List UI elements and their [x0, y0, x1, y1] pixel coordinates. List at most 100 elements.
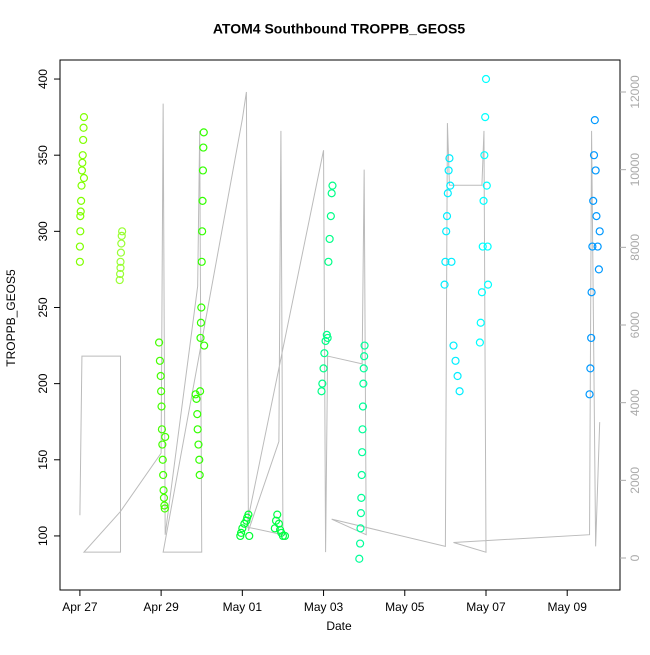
point	[273, 510, 282, 519]
y2-tick-label: 4000	[628, 389, 642, 416]
point	[195, 455, 204, 464]
point	[117, 231, 126, 241]
point	[592, 212, 601, 221]
y-tick-label: 400	[36, 69, 50, 89]
point	[356, 508, 366, 518]
point	[76, 227, 85, 236]
point	[193, 409, 202, 419]
x-tick-label: May 05	[385, 600, 425, 614]
point	[357, 470, 366, 480]
point	[197, 257, 206, 266]
point	[589, 196, 598, 205]
y-tick-label: 300	[36, 221, 50, 241]
point	[323, 333, 332, 343]
x-tick-label: Apr 29	[143, 600, 179, 614]
point	[198, 227, 207, 236]
point	[359, 379, 368, 388]
point	[317, 387, 326, 396]
point	[115, 275, 124, 285]
point	[446, 181, 455, 190]
point	[116, 263, 125, 272]
point	[481, 74, 491, 84]
point	[453, 371, 462, 381]
point	[160, 504, 169, 513]
x-tick-label: Apr 27	[62, 600, 98, 614]
point	[589, 151, 599, 160]
point	[194, 440, 203, 449]
point	[79, 173, 89, 183]
point	[157, 402, 166, 411]
point	[455, 387, 464, 396]
point	[327, 189, 336, 198]
point	[79, 135, 88, 145]
x-tick-label: May 07	[466, 600, 506, 614]
point	[155, 356, 164, 365]
point	[196, 318, 206, 327]
point	[76, 212, 85, 221]
point	[158, 455, 167, 464]
point	[245, 531, 254, 541]
point	[78, 158, 87, 167]
point	[156, 371, 165, 381]
point	[358, 448, 367, 457]
point	[595, 227, 604, 236]
point	[193, 425, 202, 434]
point	[238, 524, 247, 533]
plot-frame	[59, 59, 621, 591]
point	[195, 470, 204, 480]
point	[355, 554, 364, 563]
point	[244, 510, 253, 519]
point	[196, 333, 205, 343]
point	[585, 390, 594, 399]
point	[360, 352, 369, 361]
point	[590, 116, 599, 125]
y-tick-label: 200	[36, 373, 50, 393]
point	[196, 387, 205, 396]
point	[358, 402, 368, 411]
point	[479, 196, 488, 205]
y2-tick-label: 8000	[628, 234, 642, 261]
point	[441, 257, 450, 266]
point	[116, 257, 125, 266]
point	[318, 379, 327, 388]
point	[593, 242, 602, 251]
point	[587, 333, 596, 343]
point	[198, 166, 208, 175]
altitude-line	[79, 91, 601, 553]
point	[325, 234, 334, 244]
point	[440, 280, 449, 289]
point	[477, 288, 487, 297]
point	[198, 196, 207, 205]
point	[319, 364, 328, 373]
point	[160, 501, 169, 510]
point	[476, 318, 485, 327]
point	[75, 257, 84, 266]
point	[594, 265, 603, 274]
point	[356, 524, 365, 533]
point	[478, 242, 487, 251]
point	[356, 539, 365, 548]
point	[280, 531, 290, 541]
x-tick-label: May 09	[548, 600, 588, 614]
point	[158, 440, 167, 449]
point	[447, 257, 456, 266]
point	[443, 189, 452, 198]
point	[442, 227, 451, 236]
point	[157, 387, 166, 396]
x-axis-title: Date	[326, 619, 352, 633]
y2-tick-label: 6000	[628, 311, 642, 338]
point	[199, 143, 208, 152]
point	[75, 242, 84, 251]
point	[274, 519, 283, 528]
point	[451, 356, 460, 365]
point	[77, 166, 87, 175]
y-tick-label: 150	[36, 449, 50, 469]
point	[199, 128, 208, 137]
point	[328, 181, 337, 190]
point	[444, 166, 453, 175]
point	[79, 113, 89, 122]
x-tick-label: May 03	[304, 600, 344, 614]
point	[483, 280, 493, 289]
point	[475, 338, 484, 347]
